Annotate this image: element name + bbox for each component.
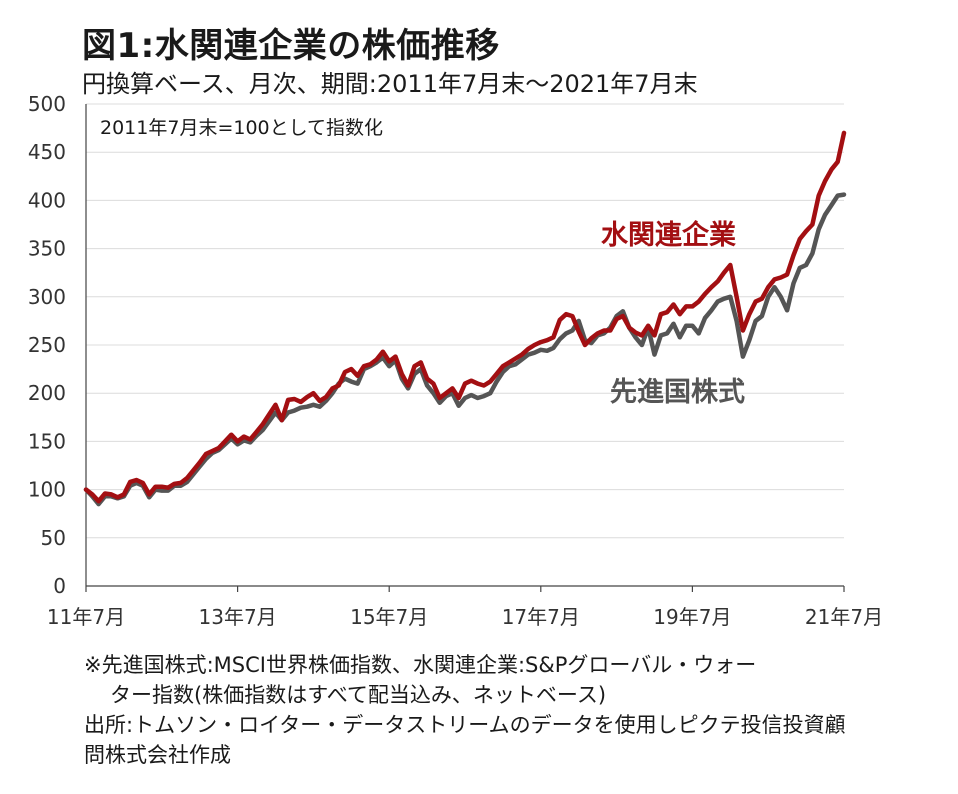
- page-title: 図1:水関連企業の株価推移: [82, 26, 500, 66]
- x-tick-label: 21年7月: [805, 605, 883, 629]
- y-tick-label: 300: [28, 285, 66, 309]
- grid-lines: [86, 103, 844, 539]
- y-tick-label: 100: [28, 478, 66, 502]
- y-tick-label: 50: [41, 526, 66, 550]
- x-tick-label: 15年7月: [350, 605, 428, 629]
- x-tick-label: 17年7月: [502, 605, 580, 629]
- y-tick-label: 250: [28, 333, 66, 357]
- footnotes: ※先進国株式:MSCI世界株価指数、水関連企業:S&Pグローバル・ウォー ター指…: [84, 650, 944, 770]
- page-subtitle: 円換算ベース、月次、期間:2011年7月末〜2021年7月末: [82, 70, 698, 98]
- y-tick-label: 0: [53, 574, 66, 598]
- footnote-line: ※先進国株式:MSCI世界株価指数、水関連企業:S&Pグローバル・ウォー: [84, 653, 757, 677]
- footnote-line: ター指数(株価指数はすべて配当込み、ネットベース): [110, 683, 607, 707]
- y-tick-label: 150: [28, 429, 66, 453]
- series-label-water: 水関連企業: [601, 219, 736, 251]
- line-chart: 0 50 100 150 200 250 300 350 400 450 500 11年7月 13年7…: [28, 92, 883, 629]
- x-tick-labels: 11年7月 13年7月 15年7月 17年7月 19年7月 21年7月: [47, 605, 883, 629]
- x-tick-label: 11年7月: [47, 605, 125, 629]
- series-label-developed: 先進国株式: [610, 377, 745, 408]
- chart-annotation: 2011年7月末=100として指数化: [100, 117, 383, 139]
- y-tick-label: 500: [28, 92, 66, 116]
- axes: [85, 104, 845, 592]
- y-tick-labels: 0 50 100 150 200 250 300 350 400 450 500: [28, 92, 66, 598]
- y-tick-label: 350: [28, 237, 66, 261]
- x-tick-label: 19年7月: [653, 605, 731, 629]
- x-tick-label: 13年7月: [199, 605, 277, 629]
- y-tick-label: 400: [28, 188, 66, 212]
- footnote-line: 問株式会社作成: [84, 743, 231, 767]
- series-lines: [83, 130, 847, 507]
- y-tick-label: 200: [28, 381, 66, 405]
- series-line-0: [83, 130, 847, 504]
- footnote-line: 出所:トムソン・ロイター・データストリームのデータを使用しピクテ投信投資顧: [84, 713, 846, 737]
- y-tick-label: 450: [28, 140, 66, 164]
